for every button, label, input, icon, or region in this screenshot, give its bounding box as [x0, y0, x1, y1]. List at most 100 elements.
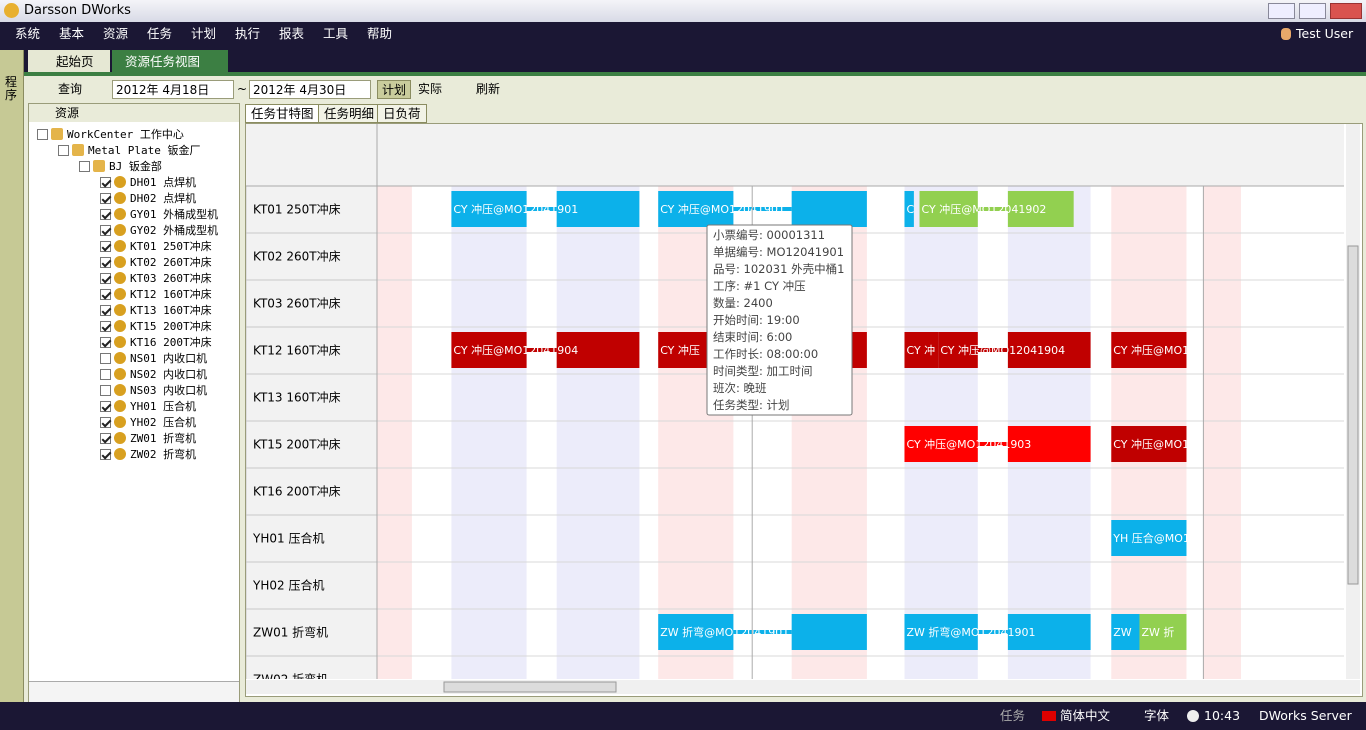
task-link [977, 348, 1008, 352]
user-name[interactable]: Test User [1296, 26, 1354, 41]
checkbox[interactable] [79, 161, 90, 172]
tree-node[interactable]: ZW02 折弯机 [100, 447, 196, 463]
checkbox[interactable] [100, 433, 111, 444]
tree-node[interactable]: ZW01 折弯机 [100, 431, 196, 447]
menu-item[interactable]: 工具 [323, 26, 349, 41]
menu-item[interactable]: 任务 [147, 26, 173, 41]
tooltip-line: 时间类型: 加工时间 [713, 364, 813, 378]
row-label: KT02 260T冲床 [253, 249, 341, 264]
node-icon [114, 256, 126, 268]
close-button[interactable] [1330, 3, 1362, 19]
checkbox[interactable] [100, 193, 111, 204]
checkbox[interactable] [100, 321, 111, 332]
resource-title: 资源 [55, 106, 80, 120]
tree-node[interactable]: KT16 200T冲床 [100, 335, 212, 351]
node-icon [114, 432, 126, 444]
task-bar [1007, 191, 1074, 227]
checkbox[interactable] [100, 353, 111, 364]
task-bar [904, 191, 914, 227]
tree-node[interactable]: DH02 点焊机 [100, 191, 196, 207]
checkbox[interactable] [100, 369, 111, 380]
search-box[interactable] [29, 681, 239, 702]
tree-node[interactable]: Metal Plate 钣金厂 [58, 143, 200, 159]
checkbox[interactable] [58, 145, 69, 156]
status-tasks[interactable]: 任务 [1000, 708, 1026, 723]
tree-node[interactable]: YH02 压合机 [100, 415, 196, 431]
tree-node[interactable]: KT12 160T冲床 [100, 287, 212, 303]
checkbox[interactable] [100, 449, 111, 460]
status-font[interactable]: 字体 [1144, 708, 1170, 723]
gantt-panel: CY 冲压@MO12041901 CY 冲压@MO12041901 C CY 冲压@M… [245, 123, 1363, 697]
actual-toggle[interactable]: 实际 [418, 82, 443, 96]
checkbox[interactable] [100, 401, 111, 412]
node-label: WorkCenter 工作中心 [67, 128, 184, 141]
query-button[interactable]: 查询 [58, 82, 83, 96]
checkbox[interactable] [100, 177, 111, 188]
menu-item[interactable]: 计划 [191, 26, 217, 41]
date-from[interactable]: 2012年 4月18日 [112, 80, 234, 99]
task-label: ZW 折 [1141, 625, 1174, 639]
checkbox[interactable] [37, 129, 48, 140]
tooltip-line: 品号: 102031 外壳中桶1 [713, 262, 844, 276]
tree-node[interactable]: KT15 200T冲床 [100, 319, 212, 335]
view-tab[interactable]: 任务甘特图 [245, 104, 320, 123]
plan-toggle[interactable]: 计划 [377, 80, 412, 99]
tree-node[interactable]: NS01 内收口机 [100, 351, 207, 367]
node-label: KT16 200T冲床 [130, 336, 212, 349]
tree-node[interactable]: GY01 外桶成型机 [100, 207, 218, 223]
checkbox[interactable] [100, 257, 111, 268]
task-bar [791, 191, 867, 227]
task-bar [1007, 426, 1091, 462]
tooltip-line: 单据编号: MO12041901 [713, 245, 844, 259]
view-tab[interactable]: 日负荷 [377, 104, 427, 123]
row-label: KT16 200T冲床 [253, 484, 341, 499]
checkbox[interactable] [100, 305, 111, 316]
tree-node[interactable]: BJ 钣金部 [79, 159, 162, 175]
node-label: YH02 压合机 [130, 416, 197, 429]
tree-node[interactable]: DH01 点焊机 [100, 175, 196, 191]
side-tab[interactable]: 程序 [5, 75, 18, 102]
tree-node[interactable]: KT02 260T冲床 [100, 255, 212, 271]
v-scroll-thumb[interactable] [1347, 245, 1359, 585]
tree-node[interactable]: WorkCenter 工作中心 [37, 127, 184, 143]
side-strip: 程序 [0, 50, 24, 702]
tree-node[interactable]: KT01 250T冲床 [100, 239, 212, 255]
node-icon [114, 416, 126, 428]
menu-item[interactable]: 基本 [59, 26, 85, 41]
checkbox[interactable] [100, 417, 111, 428]
tree-node[interactable]: GY02 外桶成型机 [100, 223, 218, 239]
checkbox[interactable] [100, 241, 111, 252]
tab-underline [0, 72, 1366, 76]
view-tab[interactable]: 任务明细 [318, 104, 381, 123]
tree-node[interactable]: NS02 内收口机 [100, 367, 207, 383]
node-label: KT15 200T冲床 [130, 320, 212, 333]
tooltip-line: 数量: 2400 [713, 296, 773, 310]
tree-node[interactable]: NS03 内收口机 [100, 383, 207, 399]
tree-node[interactable]: KT13 160T冲床 [100, 303, 212, 319]
checkbox[interactable] [100, 209, 111, 220]
checkbox[interactable] [100, 385, 111, 396]
menu-item[interactable]: 报表 [279, 26, 305, 41]
h-scroll-thumb[interactable] [443, 681, 617, 693]
tree-node[interactable]: YH01 压合机 [100, 399, 196, 415]
tree-node[interactable]: KT03 260T冲床 [100, 271, 212, 287]
h-scrollbar[interactable] [246, 680, 1360, 694]
tab[interactable]: 资源任务视图 [112, 50, 228, 74]
minimize-button[interactable] [1268, 3, 1295, 19]
menu-item[interactable]: 系统 [15, 26, 41, 41]
checkbox[interactable] [100, 225, 111, 236]
restore-button[interactable] [1299, 3, 1326, 19]
body: CY 冲压@MO12041901 CY 冲压@MO12041901 C CY 冲压@M… [377, 186, 1344, 679]
tab[interactable]: 起始页 [28, 50, 110, 74]
menu-item[interactable]: 执行 [235, 26, 261, 41]
menu-item[interactable]: 帮助 [367, 26, 393, 41]
checkbox[interactable] [100, 289, 111, 300]
node-label: Metal Plate 钣金厂 [88, 144, 201, 157]
menu-item[interactable]: 资源 [103, 26, 129, 41]
date-to[interactable]: 2012年 4月30日 [249, 80, 371, 99]
refresh-button[interactable]: 刷新 [476, 82, 501, 96]
status-language[interactable]: 简体中文 [1060, 708, 1111, 723]
status-time: 10:43 [1204, 708, 1241, 723]
checkbox[interactable] [100, 273, 111, 284]
checkbox[interactable] [100, 337, 111, 348]
